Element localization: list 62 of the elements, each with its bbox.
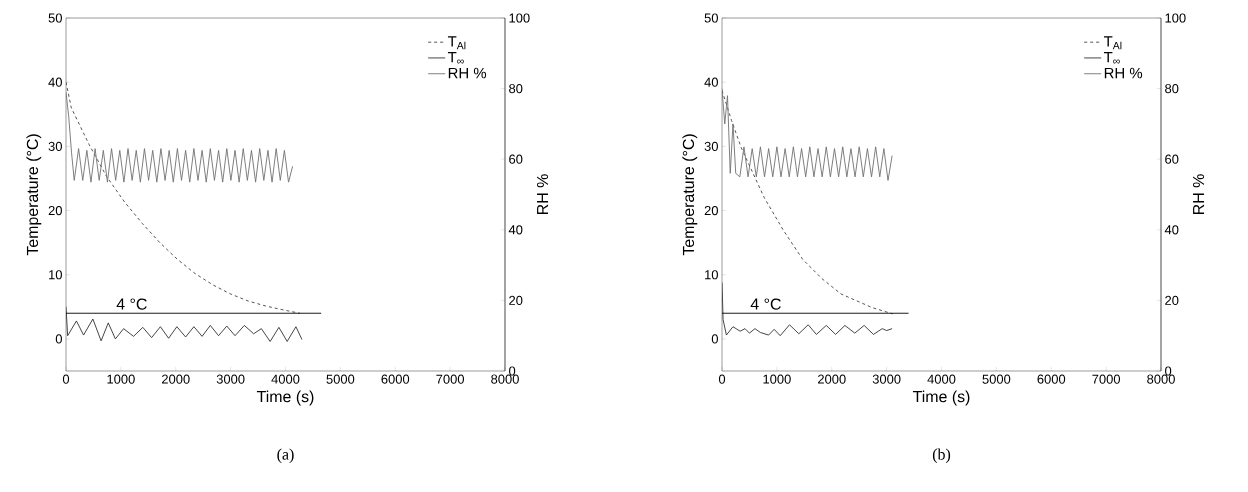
annotation: 4 °C: [750, 298, 781, 310]
line-series: [722, 88, 893, 181]
line-series: [66, 91, 294, 183]
y2-tick-label: 60: [1165, 154, 1179, 164]
x-tick-label: 1000: [107, 374, 135, 384]
y-axis-title: Temperature (°C): [26, 134, 42, 256]
x-tick-label: 2000: [818, 374, 846, 384]
annotation: 4 °C: [116, 298, 147, 310]
y-tick-label: 50: [48, 13, 62, 23]
y2-tick-label: 0: [509, 366, 516, 376]
legend-label: T$_{∞}$: [1103, 52, 1120, 64]
y2-tick-label: 100: [509, 13, 530, 23]
x-tick-label: 1000: [763, 374, 791, 384]
y-tick-label: 0: [55, 334, 62, 344]
y2-tick-label: 20: [1165, 295, 1179, 305]
y2-tick-label: 80: [509, 84, 523, 94]
text: (a): [277, 448, 294, 463]
legend-label: T$_{Al}$: [1103, 36, 1122, 50]
x-tick-label: 0: [718, 374, 726, 384]
x-tick-label: 5000: [982, 374, 1011, 384]
x-tick-label: 2000: [162, 374, 190, 384]
y-tick-label: 0: [711, 334, 718, 344]
y-tick-label: 30: [48, 141, 62, 151]
legend-label: RH %: [1104, 67, 1143, 79]
y2-axis-title: RH %: [1192, 174, 1205, 214]
y2-tick-label: 20: [509, 295, 523, 305]
y2-tick-label: 60: [509, 154, 523, 164]
x-tick-label: 4000: [927, 374, 956, 384]
y-axis-title: Temperature (°C): [682, 134, 698, 256]
y2-tick-label: 40: [1164, 225, 1179, 235]
x-tick-label: 5000: [326, 374, 355, 384]
line-series: [66, 81, 301, 314]
text: (b): [932, 448, 951, 463]
y-tick-label: 20: [48, 205, 62, 216]
y-tick-label: 20: [704, 205, 718, 216]
x-tick-label: 7000: [1092, 374, 1121, 384]
y2-tick-label: 100: [1165, 13, 1186, 23]
y2-tick-label: 0: [1165, 366, 1172, 376]
x-axis-title: Time (s): [912, 390, 970, 406]
legend-label: T$_{Al}$: [447, 36, 466, 50]
y-tick-label: 50: [704, 13, 718, 23]
y2-tick-label: 40: [508, 225, 523, 235]
y-tick-label: 10: [49, 270, 62, 280]
y-tick-label: 10: [705, 270, 718, 280]
line-series: [722, 281, 893, 337]
x-tick-label: 4000: [271, 374, 300, 384]
x-tick-label: 8000: [1147, 374, 1175, 384]
x-tick-label: 3000: [872, 374, 901, 384]
legend-label: T$_{∞}$: [447, 52, 464, 64]
y-tick-label: 40: [48, 77, 62, 87]
y-tick-label: 40: [704, 77, 718, 87]
legend-label: RH %: [448, 67, 487, 79]
x-tick-label: 6000: [381, 374, 410, 384]
y-tick-label: 30: [704, 141, 718, 151]
x-tick-label: 3000: [216, 374, 245, 384]
x-tick-label: 7000: [436, 374, 465, 384]
y2-axis-title: RH %: [536, 174, 549, 214]
y2-tick-label: 80: [1165, 84, 1179, 94]
x-axis-title: Time (s): [256, 390, 314, 406]
x-tick-label: 0: [62, 374, 70, 384]
x-tick-label: 8000: [491, 374, 519, 384]
x-tick-label: 6000: [1037, 374, 1066, 384]
